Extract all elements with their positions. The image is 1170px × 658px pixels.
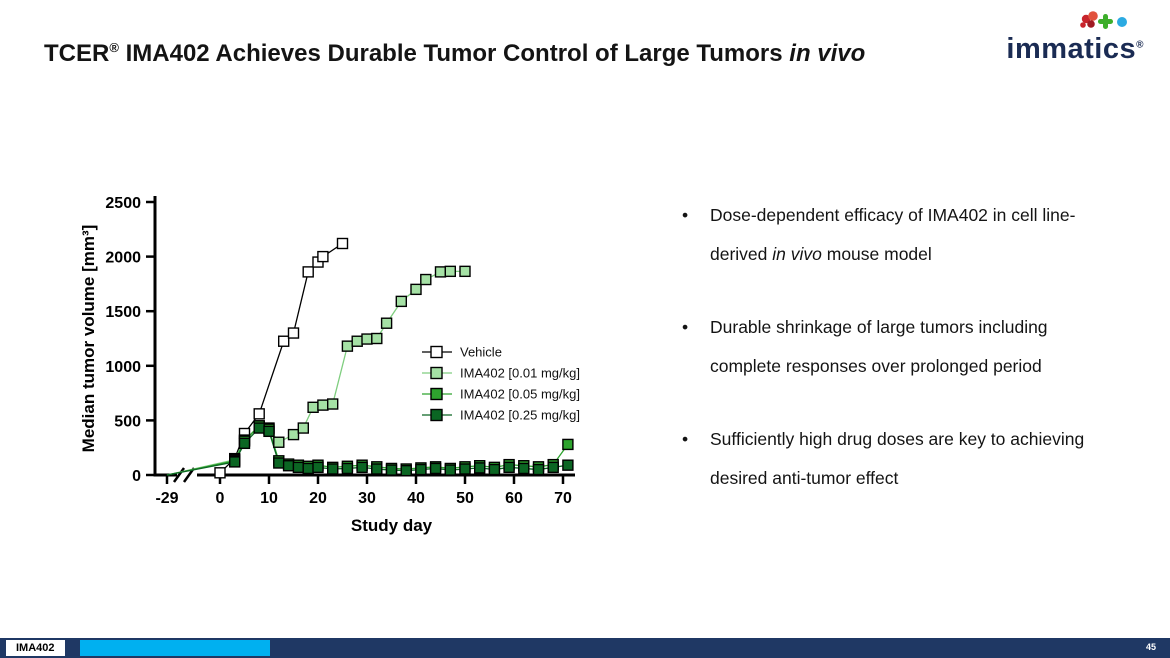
bullet-text: Durable shrinkage of large tumors includ… (710, 317, 1048, 376)
bullet-item: • Dose-dependent efficacy of IMA402 in ce… (682, 196, 1112, 273)
svg-text:2000: 2000 (105, 250, 141, 267)
footer-bar: IMA402 45 (0, 638, 1170, 658)
bullet-item: • Durable shrinkage of large tumors inclu… (682, 308, 1112, 385)
logo-registered-mark: ® (1136, 39, 1144, 51)
page-number: 45 (1145, 642, 1156, 652)
legend-label: Vehicle (460, 345, 502, 360)
series-markers (228, 422, 574, 477)
title-main: IMA402 Achieves Durable Tumor Control of… (118, 40, 790, 67)
svg-text:40: 40 (407, 490, 425, 507)
bullet-marker: • (682, 205, 689, 225)
bullet-list: • Dose-dependent efficacy of IMA402 in ce… (682, 196, 1112, 532)
svg-text:0: 0 (216, 490, 225, 507)
svg-text:10: 10 (260, 490, 278, 507)
bullet-text: Dose-dependent efficacy of IMA402 in cel… (710, 205, 1076, 264)
title-prefix: TCER (44, 40, 110, 67)
x-axis-label: Study day (351, 516, 433, 535)
logo-text: immatics® (1006, 33, 1144, 65)
svg-text:50: 50 (456, 490, 474, 507)
immatics-logo: immatics® (1006, 10, 1144, 64)
bullet-marker: • (682, 317, 689, 337)
svg-text:1000: 1000 (105, 359, 141, 376)
svg-text:70: 70 (554, 490, 572, 507)
svg-text:500: 500 (114, 413, 141, 430)
footer-accent-bar (80, 640, 270, 656)
series-line (166, 270, 465, 476)
registered-mark: ® (109, 40, 119, 55)
title-italic: in vivo (789, 40, 866, 67)
chart-canvas: 0 500 1000 1500 2000 2500 -29 0 10 20 30 40 50 60 70 St… (79, 195, 580, 535)
svg-text:30: 30 (358, 490, 376, 507)
bullet-marker: • (682, 429, 689, 449)
svg-text:0: 0 (132, 468, 141, 485)
tumor-volume-chart: 0 500 1000 1500 2000 2500 -29 0 10 20 30 40 50 60 70 St… (70, 180, 630, 545)
legend-label: IMA402 [0.05 mg/kg] (460, 387, 580, 402)
svg-text:-29: -29 (155, 490, 178, 507)
footer-project-label: IMA402 (6, 640, 65, 656)
page-title: TCER® IMA402 Achieves Durable Tumor Cont… (44, 40, 865, 68)
svg-text:2500: 2500 (105, 195, 141, 212)
legend-label: IMA402 [0.01 mg/kg] (460, 366, 580, 381)
svg-text:1500: 1500 (105, 304, 141, 321)
y-axis-label: Median tumor volume [mm³] (79, 225, 98, 453)
legend-label: IMA402 [0.25 mg/kg] (460, 408, 580, 423)
bullet-text: Sufficiently high drug doses are key to … (710, 429, 1085, 488)
bullet-item: • Sufficiently high drug doses are key to… (682, 420, 1112, 497)
logo-dots-icon (1080, 11, 1127, 29)
legend: Vehicle IMA402 [0.01 mg/kg] IMA402 [0.05 m… (422, 345, 580, 423)
svg-text:60: 60 (505, 490, 523, 507)
svg-text:20: 20 (309, 490, 327, 507)
